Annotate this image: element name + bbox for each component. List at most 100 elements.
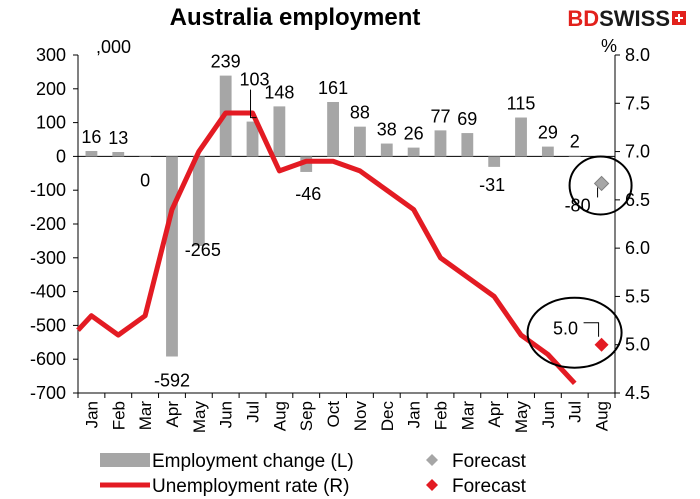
- x-axis-tick-label: Jun: [539, 401, 558, 428]
- unemployment-rate-line: [76, 110, 577, 386]
- x-axis-tick-label: Mar: [136, 401, 155, 431]
- x-axis-tick-label: Aug: [270, 401, 289, 431]
- bar-value-label: 69: [457, 109, 477, 129]
- bar-value-label: 103: [240, 70, 270, 90]
- bar-value-label: -592: [154, 370, 190, 390]
- bar-value-label: -31: [479, 175, 505, 195]
- bar-value-label: -265: [185, 240, 221, 260]
- right-axis-tick-label: 5.5: [625, 286, 650, 306]
- employment-bar: [246, 121, 259, 157]
- left-axis-tick-label: -500: [30, 315, 66, 335]
- left-axis-tick-label: -300: [30, 248, 66, 268]
- x-axis-tick-label: Oct: [324, 401, 343, 428]
- brand-logo-left: BD: [567, 6, 600, 31]
- legend-swatch-bar: [100, 453, 150, 467]
- x-axis-tick-label: Dec: [378, 401, 397, 432]
- bar-value-label: 161: [318, 78, 348, 98]
- bar-value-label: -46: [295, 184, 321, 204]
- x-axis-tick-label: Feb: [431, 401, 450, 430]
- right-axis-tick-label: 7.0: [625, 142, 650, 162]
- employment-bar: [380, 143, 393, 157]
- right-axis-unit-label: %: [601, 36, 617, 56]
- unemployment-forecast-label: 5.0: [553, 319, 578, 339]
- forecast-highlight-circle: [568, 155, 633, 216]
- right-axis-tick-label: 6.5: [625, 190, 650, 210]
- bar-value-label: 0: [140, 170, 150, 190]
- brand-logo: BDSWISS: [567, 6, 686, 32]
- bar-value-label: 38: [377, 120, 397, 140]
- legend-label: Employment change (L): [152, 451, 354, 472]
- unemployment-forecast-marker: [594, 337, 609, 352]
- left-axis-tick-label: 0: [56, 146, 66, 166]
- x-axis-tick-label: Feb: [109, 401, 128, 430]
- brand-logo-right: SWISS: [599, 6, 670, 31]
- employment-bar: [541, 146, 554, 157]
- chart-title: Australia employment: [169, 4, 421, 31]
- employment-bar: [166, 156, 178, 357]
- x-axis-tick-label: Jan: [82, 401, 101, 428]
- x-axis-tick-label: Apr: [163, 401, 182, 428]
- right-axis-tick-label: 5.0: [625, 335, 650, 355]
- label-leader-line: [250, 89, 257, 119]
- left-axis-tick-label: -600: [30, 349, 66, 369]
- x-axis-tick-label: May: [512, 401, 531, 434]
- legend-label: Unemployment rate (R): [152, 476, 349, 497]
- employment-bar: [192, 156, 205, 246]
- right-axis-tick-label: 8.0: [625, 45, 650, 65]
- bar-value-label: 13: [108, 128, 128, 148]
- employment-bar: [112, 152, 125, 157]
- x-axis-tick-label: Jul: [566, 401, 585, 423]
- bar-value-label: 16: [81, 127, 101, 147]
- line-series: [76, 110, 577, 386]
- employment-bar: [407, 147, 420, 157]
- bar-value-label: 239: [211, 52, 241, 72]
- left-axis-tick-label: -400: [30, 282, 66, 302]
- employment-bar: [327, 101, 339, 157]
- bar-value-label: 29: [538, 123, 558, 143]
- left-axis-tick-label: 200: [36, 79, 66, 99]
- employment-bar: [85, 150, 98, 157]
- bar-value-label: 88: [350, 103, 370, 123]
- employment-bar: [515, 117, 527, 157]
- left-axis-tick-label: 300: [36, 45, 66, 65]
- left-axis-tick-label: -100: [30, 180, 66, 200]
- x-axis-tick-label: Aug: [593, 401, 612, 431]
- forecast-highlight-circle: [526, 296, 623, 369]
- employment-bar: [434, 130, 447, 157]
- employment-forecast-label: -80: [565, 195, 591, 215]
- x-axis-tick-label: Sep: [297, 401, 316, 431]
- left-axis-tick-label: -200: [30, 214, 66, 234]
- legend-swatch-diamond: [426, 479, 438, 491]
- employment-forecast-marker: [593, 175, 610, 192]
- swiss-cross-icon: [672, 11, 686, 25]
- left-axis-unit-label: ,000: [96, 37, 131, 57]
- right-axis-tick-label: 6.0: [625, 238, 650, 258]
- left-axis-tick-label: -700: [30, 383, 66, 403]
- chart-legend: Employment change (L) Forecast Unemploymen…: [100, 451, 527, 497]
- bar-value-label: 115: [507, 94, 536, 114]
- label-leader-line: [583, 322, 600, 337]
- employment-bar: [273, 106, 286, 157]
- x-axis-tick-label: May: [190, 401, 209, 434]
- bar-value-label: 148: [264, 82, 294, 102]
- employment-bar: [300, 156, 313, 172]
- employment-bar: [354, 126, 366, 157]
- employment-bar: [461, 133, 474, 157]
- employment-bar: [139, 156, 152, 157]
- right-axis-tick-label: 7.5: [625, 93, 650, 113]
- employment-bar: [488, 156, 501, 167]
- legend-swatch-diamond: [426, 454, 438, 466]
- legend-label: Forecast: [452, 476, 527, 497]
- x-axis-tick-label: Jan: [405, 401, 424, 428]
- x-axis-tick-label: Mar: [458, 401, 477, 431]
- x-axis-tick-label: Apr: [485, 401, 504, 428]
- x-axis-tick-label: Nov: [351, 401, 370, 432]
- employment-bar: [568, 155, 581, 157]
- bar-value-label: 77: [430, 106, 450, 126]
- bar-value-label: 2: [570, 132, 580, 152]
- x-axis-tick-label: Jun: [217, 401, 236, 428]
- forecast-markers: -80 5.0: [526, 155, 633, 369]
- left-axis-tick-label: 100: [36, 113, 66, 133]
